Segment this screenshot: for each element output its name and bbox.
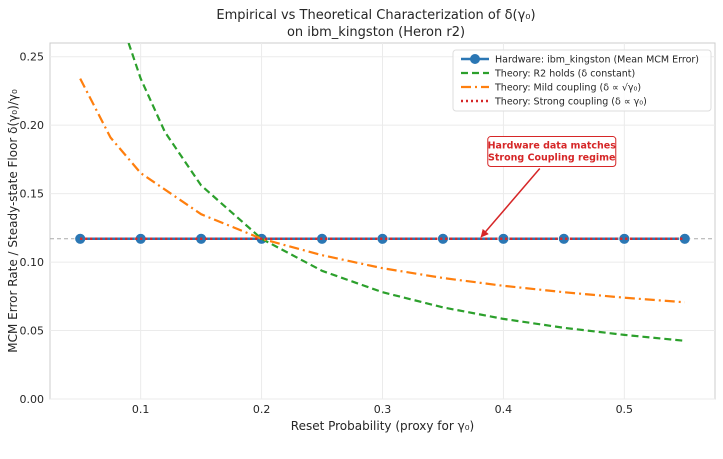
y-tick-label: 0.15 bbox=[20, 188, 45, 201]
y-axis-label: MCM Error Rate / Steady-state Floor δ(γ₀… bbox=[6, 89, 20, 353]
annotation-arrow bbox=[480, 168, 541, 238]
legend-strong: Theory: Strong coupling (δ ∝ γ₀) bbox=[461, 97, 647, 108]
hardware-point bbox=[678, 232, 691, 245]
hardware-point bbox=[557, 232, 570, 245]
x-axis-ticks: 0.1 0.2 0.3 0.4 0.5 bbox=[132, 403, 633, 416]
chart-subtitle: on ibm_kingston (Heron r2) bbox=[287, 25, 465, 40]
annotation-text: Hardware data matches bbox=[488, 141, 617, 152]
x-tick-label: 0.2 bbox=[253, 403, 271, 416]
series-mild-coupling bbox=[79, 78, 685, 304]
annotation-box bbox=[487, 136, 617, 168]
y-tick-label: 0.20 bbox=[20, 119, 45, 132]
legend-r2: Theory: R2 holds (δ constant) bbox=[461, 69, 635, 80]
chart-title: Empirical vs Theoretical Characterizatio… bbox=[216, 8, 535, 23]
legend-label: Hardware: ibm_kingston (Mean MCM Error) bbox=[495, 55, 699, 66]
legend-box bbox=[452, 49, 712, 112]
x-tick-label: 0.5 bbox=[616, 403, 634, 416]
series-r2-holds bbox=[127, 43, 685, 342]
x-tick-label: 0.1 bbox=[132, 403, 150, 416]
y-axis-ticks: 0.00 0.05 0.10 0.15 0.20 0.25 bbox=[20, 51, 45, 406]
legend-label: Theory: Mild coupling (δ ∝ √γ₀) bbox=[494, 83, 641, 94]
hardware-point bbox=[618, 232, 631, 245]
y-tick-label: 0.10 bbox=[20, 256, 45, 269]
legend-label: Theory: R2 holds (δ constant) bbox=[494, 69, 635, 80]
legend-marker bbox=[470, 54, 480, 64]
legend-mild: Theory: Mild coupling (δ ∝ √γ₀) bbox=[461, 83, 641, 94]
annotation-text: Strong Coupling regime bbox=[488, 153, 615, 164]
legend-label: Theory: Strong coupling (δ ∝ γ₀) bbox=[494, 97, 647, 108]
x-tick-label: 0.4 bbox=[495, 403, 513, 416]
legend: Hardware: ibm_kingston (Mean MCM Error) T… bbox=[452, 49, 712, 112]
y-tick-label: 0.00 bbox=[20, 393, 45, 406]
hardware-point bbox=[437, 232, 449, 245]
hardware-point bbox=[497, 232, 510, 245]
y-tick-label: 0.25 bbox=[20, 51, 45, 64]
x-tick-label: 0.3 bbox=[374, 403, 392, 416]
legend-hardware: Hardware: ibm_kingston (Mean MCM Error) bbox=[461, 54, 699, 66]
x-axis-label: Reset Probability (proxy for γ₀) bbox=[291, 419, 474, 433]
series-layer bbox=[50, 43, 715, 342]
y-tick-label: 0.05 bbox=[20, 325, 45, 338]
